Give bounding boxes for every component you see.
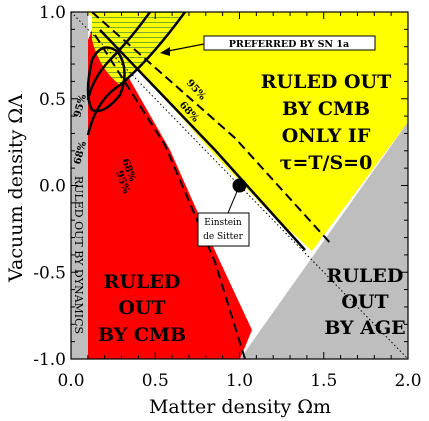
sn-contour-68 [86,12,152,101]
einstein-de-sitter-box [197,212,250,247]
y-axis-label: Vacuum density ΩΛ [5,94,27,283]
region-cmb [88,30,252,359]
y-tick-label: -1.0 [33,350,66,370]
cmb-tau-label-line: τ=T/S=0 [280,152,373,174]
x-axis-label: Matter density Ωm [149,396,331,418]
cmb-tau-label-line: BY CMB [282,98,370,120]
region-allowed [102,32,312,330]
y-tick-label: 1.0 [39,3,66,23]
axis-ticks [70,11,409,360]
flat-universe-line [71,12,408,359]
x-tick-label: 0.5 [142,371,169,391]
preferred-sn-box [203,35,376,51]
x-tick-label: 1.5 [310,371,337,391]
x-tick-label: 1.0 [226,371,253,391]
age-label-line: RULED [327,265,404,287]
x-tick-label: 2.0 [394,371,421,391]
preferred-sn-arrow-head [160,47,170,56]
einstein-de-sitter-leader [227,185,240,214]
cmb-contour-95-lower [94,34,246,359]
einstein-de-sitter-label-line: Einstein [204,218,242,228]
x-tick-label: 0.0 [57,371,84,391]
y-tick-label: 0.0 [39,177,66,197]
region-cmb-tau [85,12,408,251]
einstein-de-sitter-label-line: de Sitter [203,232,244,242]
cmb-contour-95-upper [91,12,333,246]
age-label-line: BY AGE [324,317,405,339]
y-tick-label: -0.5 [33,263,66,283]
cmb-tau-label-line: ONLY IF [282,125,371,147]
y-tick-label: 0.5 [39,90,66,110]
dynamics-label: RULED OUT BY DYNAMICS [72,176,85,334]
region-age [240,122,408,359]
cmb-label-line: BY CMB [98,324,186,346]
sn-contour-95 [86,12,187,136]
cmb-label-line: RULED [104,271,181,293]
sn-hatched-region [92,12,185,85]
preferred-sn-label: PREFERRED BY SN 1a [229,39,349,50]
cmb-label-line: OUT [118,297,165,319]
sn-contour-small-loop [86,46,126,113]
age-label-line: OUT [341,291,388,313]
cmb-contour-68 [99,29,306,251]
cmb-tau-label-line: RULED OUT [261,71,392,93]
